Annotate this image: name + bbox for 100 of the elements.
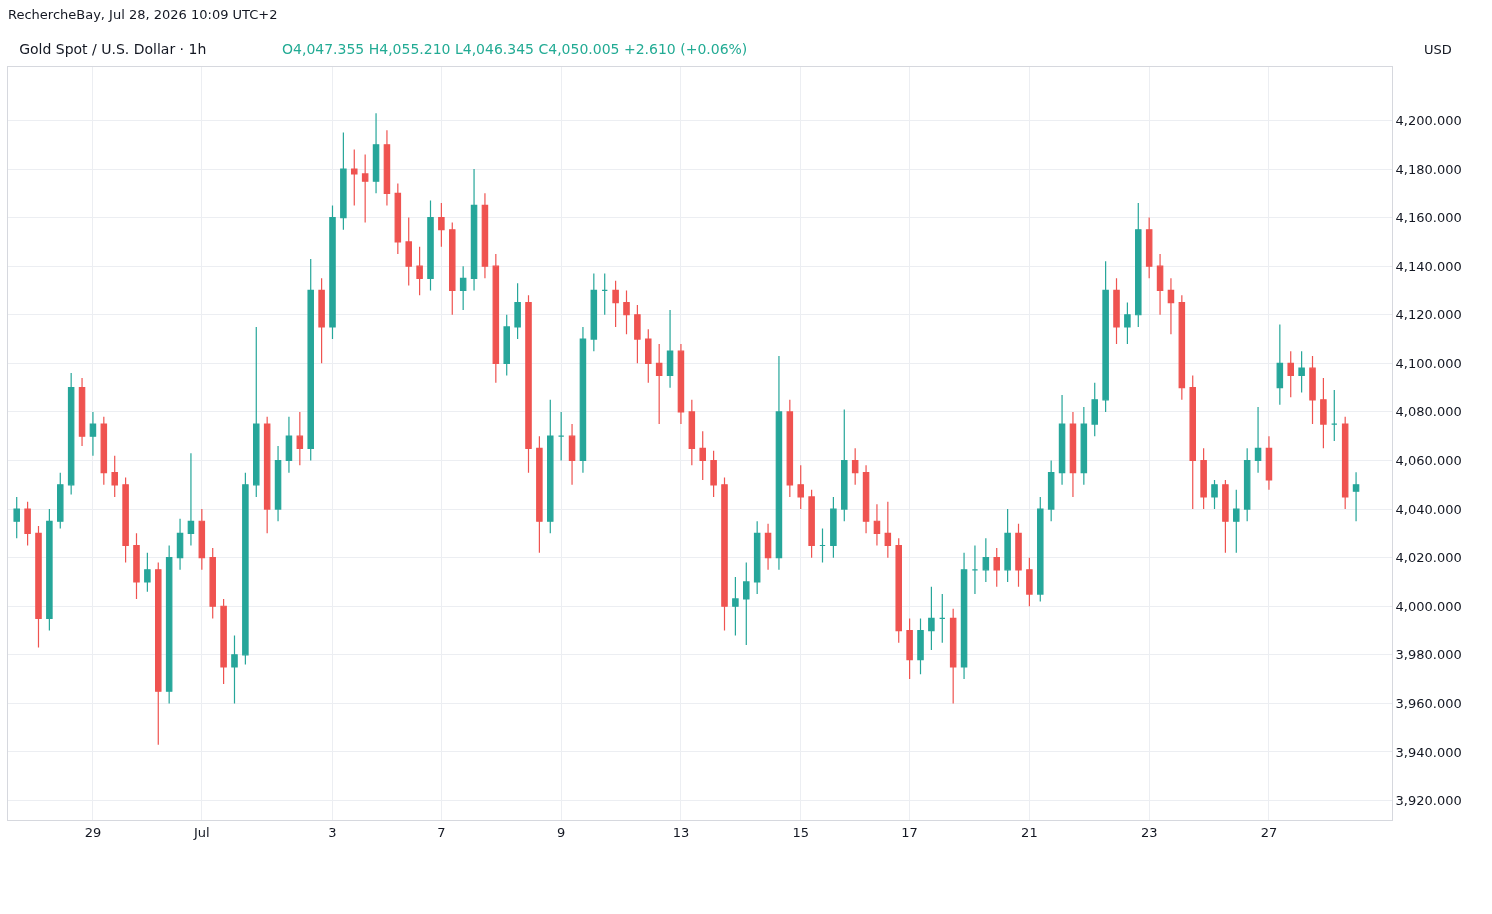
candlestick	[579, 326, 587, 474]
candlestick	[57, 472, 64, 530]
candlestick	[1069, 411, 1077, 498]
candlestick	[459, 265, 467, 311]
chart-subtitle: O4,047.355 H4,055.210 L4,046.345 C4,050.005 +2.610 (+0.06%)	[282, 41, 748, 57]
candlestick	[721, 476, 728, 632]
candlestick	[1037, 496, 1044, 602]
candlestick	[808, 489, 815, 559]
candlestick	[1004, 508, 1011, 583]
x-tick-label: 23	[1140, 824, 1158, 840]
candlestick	[960, 552, 968, 680]
candlestick	[1211, 479, 1218, 510]
candlestick	[1276, 323, 1284, 406]
candlestick	[1189, 374, 1196, 510]
candlestick	[666, 309, 674, 389]
y-tick-label: 4,140.000	[1395, 258, 1462, 274]
candlestick	[35, 525, 42, 649]
y-tick-label: 4,060.000	[1395, 453, 1462, 469]
candlestick	[601, 272, 608, 316]
candlestick	[677, 343, 685, 425]
candlestick	[1135, 202, 1142, 328]
candlestick	[993, 547, 1000, 588]
x-tick-label: Jul	[192, 824, 210, 840]
candlestick	[155, 561, 162, 746]
x-tick-label: 21	[1021, 824, 1038, 840]
y-tick-label: 4,040.000	[1395, 501, 1462, 517]
candlestick	[743, 561, 750, 646]
candlestick	[612, 280, 619, 328]
candlestick	[253, 326, 260, 498]
candlestick	[372, 112, 380, 194]
y-tick-label: 3,980.000	[1395, 647, 1462, 663]
candlestick	[122, 476, 129, 564]
candlestick	[231, 634, 238, 705]
candlestick	[1200, 447, 1207, 510]
candlestick	[688, 399, 696, 466]
candlestick	[242, 472, 249, 666]
candlestick	[1113, 277, 1120, 345]
candlestick	[67, 372, 75, 496]
candlestick	[1145, 217, 1153, 279]
text: RechercheBay, Jul 28, 2026 10:09 UTC+2	[8, 7, 278, 22]
candlestick	[982, 537, 990, 583]
candlestick	[329, 204, 336, 340]
candlestick	[318, 277, 325, 364]
candlestick	[405, 217, 412, 287]
candlestick	[176, 518, 184, 571]
candlestick	[732, 576, 739, 636]
y-tick-label: 3,940.000	[1395, 744, 1462, 760]
candlestick	[1298, 350, 1305, 394]
candlestick	[1320, 377, 1327, 449]
y-tick-label: 4,000.000	[1395, 598, 1462, 614]
candlestick	[438, 202, 445, 248]
candlestick	[1309, 355, 1316, 425]
candlestick	[557, 411, 565, 462]
candlestick	[100, 416, 108, 486]
y-tick-label: 4,180.000	[1395, 161, 1462, 177]
candlestick	[547, 399, 554, 534]
candlestick	[1233, 489, 1240, 554]
x-tick-label: 15	[792, 824, 809, 840]
y-tick-label: 3,960.000	[1395, 695, 1462, 711]
candlestick	[340, 131, 347, 231]
candlestick	[928, 586, 935, 651]
candlestick	[699, 430, 706, 481]
candlestick	[427, 200, 434, 292]
candlestick	[503, 314, 510, 377]
candlestick	[590, 272, 598, 352]
y-tick-label: 4,100.000	[1395, 355, 1462, 371]
candlestick	[144, 552, 151, 593]
candlestick	[786, 399, 794, 498]
candlestick	[1254, 406, 1262, 474]
candlestick	[851, 447, 859, 486]
y-tick-label: 3,920.000	[1395, 793, 1462, 809]
candlestick	[841, 408, 848, 522]
candlestick	[1331, 389, 1338, 442]
candlestick	[263, 416, 271, 534]
candlestick	[939, 593, 946, 644]
x-tick-label: 29	[84, 824, 102, 840]
candlestick	[285, 416, 293, 474]
candlestick	[46, 508, 53, 632]
candlestick	[1352, 471, 1360, 522]
candlestick	[514, 282, 521, 340]
candlestick	[645, 328, 652, 384]
candlestick	[89, 411, 97, 457]
candlestick	[634, 304, 641, 364]
y-tick-label: 4,160.000	[1395, 210, 1462, 226]
candlestick	[797, 464, 804, 510]
candlestick	[296, 411, 304, 466]
candlestick	[1167, 277, 1175, 335]
candlestick	[220, 598, 227, 685]
candlestick	[862, 464, 870, 534]
candlestick	[753, 520, 761, 595]
candlestick	[133, 532, 140, 600]
candlestick	[1026, 557, 1033, 607]
chart-title: Gold Spot / U.S. Dollar · 1h	[19, 40, 207, 57]
candlestick	[351, 148, 358, 207]
candlestick	[1341, 416, 1349, 510]
x-tick-label: 9	[557, 824, 566, 840]
y-tick-label: 4,020.000	[1395, 550, 1462, 566]
x-tick-label: 13	[672, 824, 690, 840]
candlestick	[971, 544, 979, 595]
candlestick	[449, 221, 456, 316]
